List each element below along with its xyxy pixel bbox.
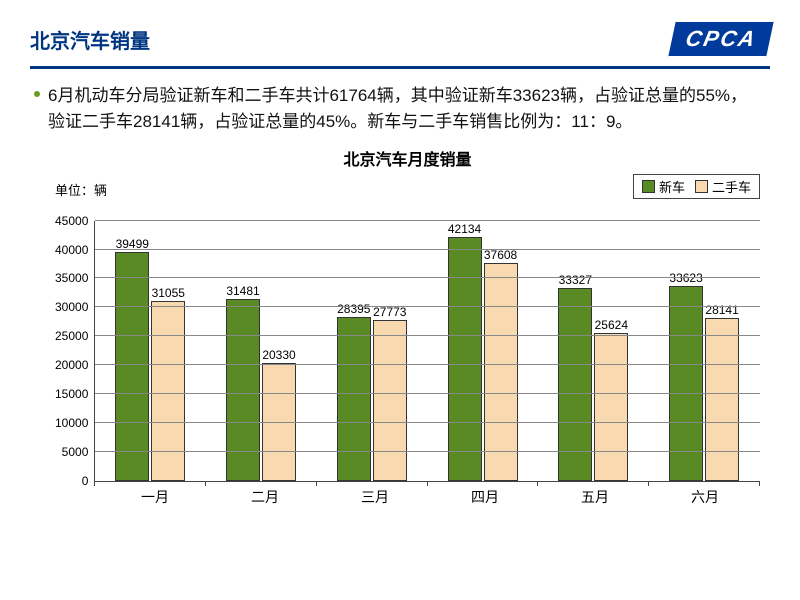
page-title: 北京汽车销量	[30, 25, 150, 54]
x-label: 一月	[100, 481, 210, 507]
bar-group: 2839527773	[317, 221, 428, 481]
x-axis: 一月二月三月四月五月六月	[55, 481, 760, 507]
bar: 27773	[373, 320, 407, 480]
x-label: 五月	[540, 481, 650, 507]
legend-swatch-new	[642, 180, 655, 193]
bar: 37608	[484, 263, 518, 480]
y-axis: 0500010000150002000025000300003500040000…	[55, 221, 94, 501]
bar-value-label: 31055	[152, 286, 185, 300]
plot-area: 3949931055314812033028395277734213437608…	[94, 221, 760, 482]
legend-label-used: 二手车	[712, 177, 751, 196]
chart-top-row: 单位：辆 新车 二手车	[55, 174, 760, 199]
bar-group: 3148120330	[206, 221, 317, 481]
bar-value-label: 28395	[337, 302, 370, 316]
chart-title: 北京汽车月度销量	[55, 146, 760, 170]
chart: 0500010000150002000025000300003500040000…	[55, 201, 760, 481]
x-labels: 一月二月三月四月五月六月	[100, 481, 760, 507]
x-label: 四月	[430, 481, 540, 507]
chart-container: 北京汽车月度销量 单位：辆 新车 二手车 0500010000150002000…	[0, 136, 800, 507]
x-label: 三月	[320, 481, 430, 507]
bar: 31481	[226, 299, 260, 481]
bar-value-label: 37608	[484, 248, 517, 262]
bar-group: 33327 25624	[538, 221, 649, 481]
bar: 42134	[448, 237, 482, 480]
legend: 新车 二手车	[633, 174, 760, 199]
bullet-icon	[34, 91, 40, 97]
bar-value-label: 28141	[705, 303, 738, 317]
bar-group: 3362328141	[649, 221, 760, 481]
bar: 28141	[705, 318, 739, 481]
body-paragraph: 6月机动车分局验证新车和二手车共计61764辆，其中验证新车33623辆，占验证…	[0, 83, 800, 136]
bar-value-label: 42134	[448, 222, 481, 236]
unit-label: 单位：辆	[55, 180, 107, 199]
bar-value-label: 31481	[226, 284, 259, 298]
bar-group: 3949931055	[95, 221, 206, 481]
legend-swatch-used	[695, 180, 708, 193]
x-label: 二月	[210, 481, 320, 507]
legend-item-used: 二手车	[695, 177, 751, 196]
bar: 39499	[115, 252, 149, 480]
bar-groups: 3949931055314812033028395277734213437608…	[95, 221, 760, 481]
bar: 31055	[151, 301, 185, 480]
bar-value-label: 25624	[595, 318, 628, 332]
header: 北京汽车销量 CPCA	[0, 0, 800, 66]
legend-item-new: 新车	[642, 177, 685, 196]
logo-badge: CPCA	[668, 20, 774, 58]
legend-label-new: 新车	[659, 177, 685, 196]
bar-value-label: 20330	[262, 348, 295, 362]
x-label: 六月	[650, 481, 760, 507]
bar-group: 4213437608	[428, 221, 539, 481]
body-text-content: 6月机动车分局验证新车和二手车共计61764辆，其中验证新车33623辆，占验证…	[48, 86, 747, 131]
bar: 25624	[594, 333, 628, 481]
bar: 28395	[337, 317, 371, 481]
bar-value-label: 33327	[559, 273, 592, 287]
header-rule	[30, 66, 770, 69]
